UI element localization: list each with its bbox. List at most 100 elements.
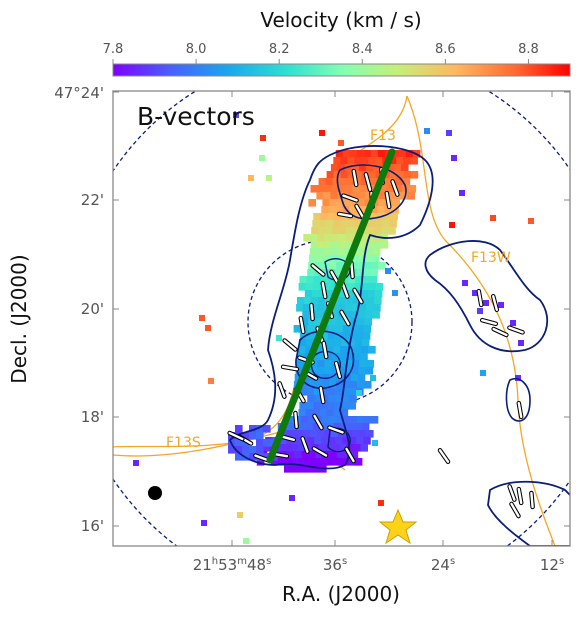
- velocity-pixel: [338, 241, 347, 249]
- velocity-pixel: [311, 353, 319, 361]
- b-vector: [516, 486, 524, 506]
- velocity-pixel: [367, 178, 376, 186]
- velocity-pixel: [284, 458, 293, 466]
- b-vector: [507, 325, 525, 335]
- velocity-pixel: [326, 171, 335, 179]
- velocity-pixel: [242, 446, 250, 454]
- velocity-pixel: [270, 458, 279, 466]
- velocity-pixel: [262, 444, 270, 452]
- velocity-map: [133, 112, 534, 544]
- velocity-pixel: [294, 374, 303, 382]
- velocity-pixel: [235, 453, 243, 461]
- velocity-pixel: [343, 199, 351, 207]
- velocity-pixel: [326, 339, 335, 347]
- y-tick-label: 22': [81, 191, 104, 209]
- velocity-pixel: [321, 395, 329, 403]
- y-tick-label: 20': [81, 300, 104, 318]
- velocity-pixel: [358, 367, 367, 375]
- velocity-pixel: [354, 220, 362, 228]
- velocity-pixel: [356, 390, 362, 396]
- velocity-pixel: [360, 444, 368, 452]
- velocity-pixel: [410, 157, 418, 165]
- velocity-pixel: [328, 206, 336, 214]
- velocity-pixel: [356, 325, 365, 333]
- x-tick-seconds: 12: [540, 556, 559, 574]
- velocity-pixel: [359, 360, 367, 368]
- velocity-pixel: [365, 248, 374, 256]
- velocity-pixel: [370, 206, 378, 214]
- velocity-pixel: [392, 199, 400, 207]
- velocity-pixel: [340, 157, 348, 165]
- velocity-pixel: [249, 425, 257, 433]
- annotation-f13: F13: [370, 128, 396, 144]
- velocity-pixel: [389, 220, 397, 228]
- velocity-pixel: [307, 437, 315, 445]
- velocity-pixel: [345, 304, 353, 312]
- velocity-pixel: [335, 395, 343, 403]
- velocity-pixel: [331, 430, 339, 438]
- velocity-pixel: [298, 346, 306, 354]
- velocity-pixel: [345, 360, 353, 368]
- velocity-pixel: [370, 416, 379, 424]
- velocity-pixel: [374, 227, 382, 235]
- velocity-pixel: [355, 213, 363, 221]
- velocity-pixel: [316, 248, 325, 256]
- velocity-pixel: [341, 276, 350, 284]
- b-vector: [507, 484, 517, 502]
- b-vector: [321, 340, 329, 360]
- velocity-pixel: [363, 437, 371, 445]
- velocity-pixel: [358, 192, 366, 200]
- velocity-pixel: [372, 255, 380, 263]
- velocity-pixel: [310, 241, 319, 249]
- velocity-pixel: [377, 150, 386, 158]
- velocity-pixel: [333, 423, 342, 431]
- velocity-pixel: [332, 178, 341, 186]
- velocity-pixel: [312, 423, 321, 431]
- velocity-pixel: [310, 234, 318, 242]
- b-vector: [340, 281, 350, 299]
- velocity-pixel: [381, 227, 389, 235]
- b-vector: [309, 302, 315, 322]
- b-vector: [390, 179, 400, 197]
- contour-center-inner: [310, 350, 341, 379]
- velocity-pixel: [371, 262, 379, 270]
- velocity-pixel: [351, 192, 359, 200]
- velocity-pixel: [324, 234, 332, 242]
- velocity-pixel: [340, 339, 349, 347]
- velocity-pixel: [308, 199, 316, 207]
- velocity-pixel: [259, 155, 265, 161]
- velocity-pixel: [370, 375, 376, 381]
- velocity-pixel: [396, 157, 404, 165]
- velocity-pixel: [389, 157, 397, 165]
- velocity-pixel: [299, 276, 308, 284]
- velocity-pixel: [368, 171, 377, 179]
- velocity-pixel: [256, 432, 264, 440]
- velocity-pixel: [369, 213, 377, 221]
- velocity-pixel: [400, 192, 408, 200]
- velocity-pixel: [334, 213, 342, 221]
- b-vector: [277, 381, 287, 399]
- velocity-pixel: [342, 150, 351, 158]
- velocity-pixel: [284, 423, 293, 431]
- velocity-pixel: [333, 157, 341, 165]
- velocity-pixel: [313, 276, 322, 284]
- velocity-pixel: [351, 311, 359, 319]
- velocity-pixel: [228, 446, 236, 454]
- velocity-pixel: [332, 444, 340, 452]
- b-vector: [354, 203, 366, 221]
- colorbar-ticks: 7.8 8.0 8.2 8.4 8.6 8.8: [103, 42, 539, 64]
- velocity-pixel: [329, 374, 338, 382]
- velocity-pixel: [361, 157, 369, 165]
- y-axis-label: Decl. (J2000): [7, 254, 31, 383]
- velocity-pixel: [333, 339, 342, 347]
- velocity-pixel: [312, 220, 320, 228]
- velocity-pixel: [276, 335, 282, 341]
- colorbar-tick-label: 8.2: [269, 42, 290, 57]
- velocity-pixel: [342, 416, 351, 424]
- velocity-pixel: [306, 402, 314, 410]
- b-vector: [490, 293, 500, 313]
- contour-southeast: [487, 480, 570, 546]
- velocity-pixel: [410, 171, 419, 179]
- velocity-pixel: [323, 248, 332, 256]
- velocity-pixel: [298, 458, 307, 466]
